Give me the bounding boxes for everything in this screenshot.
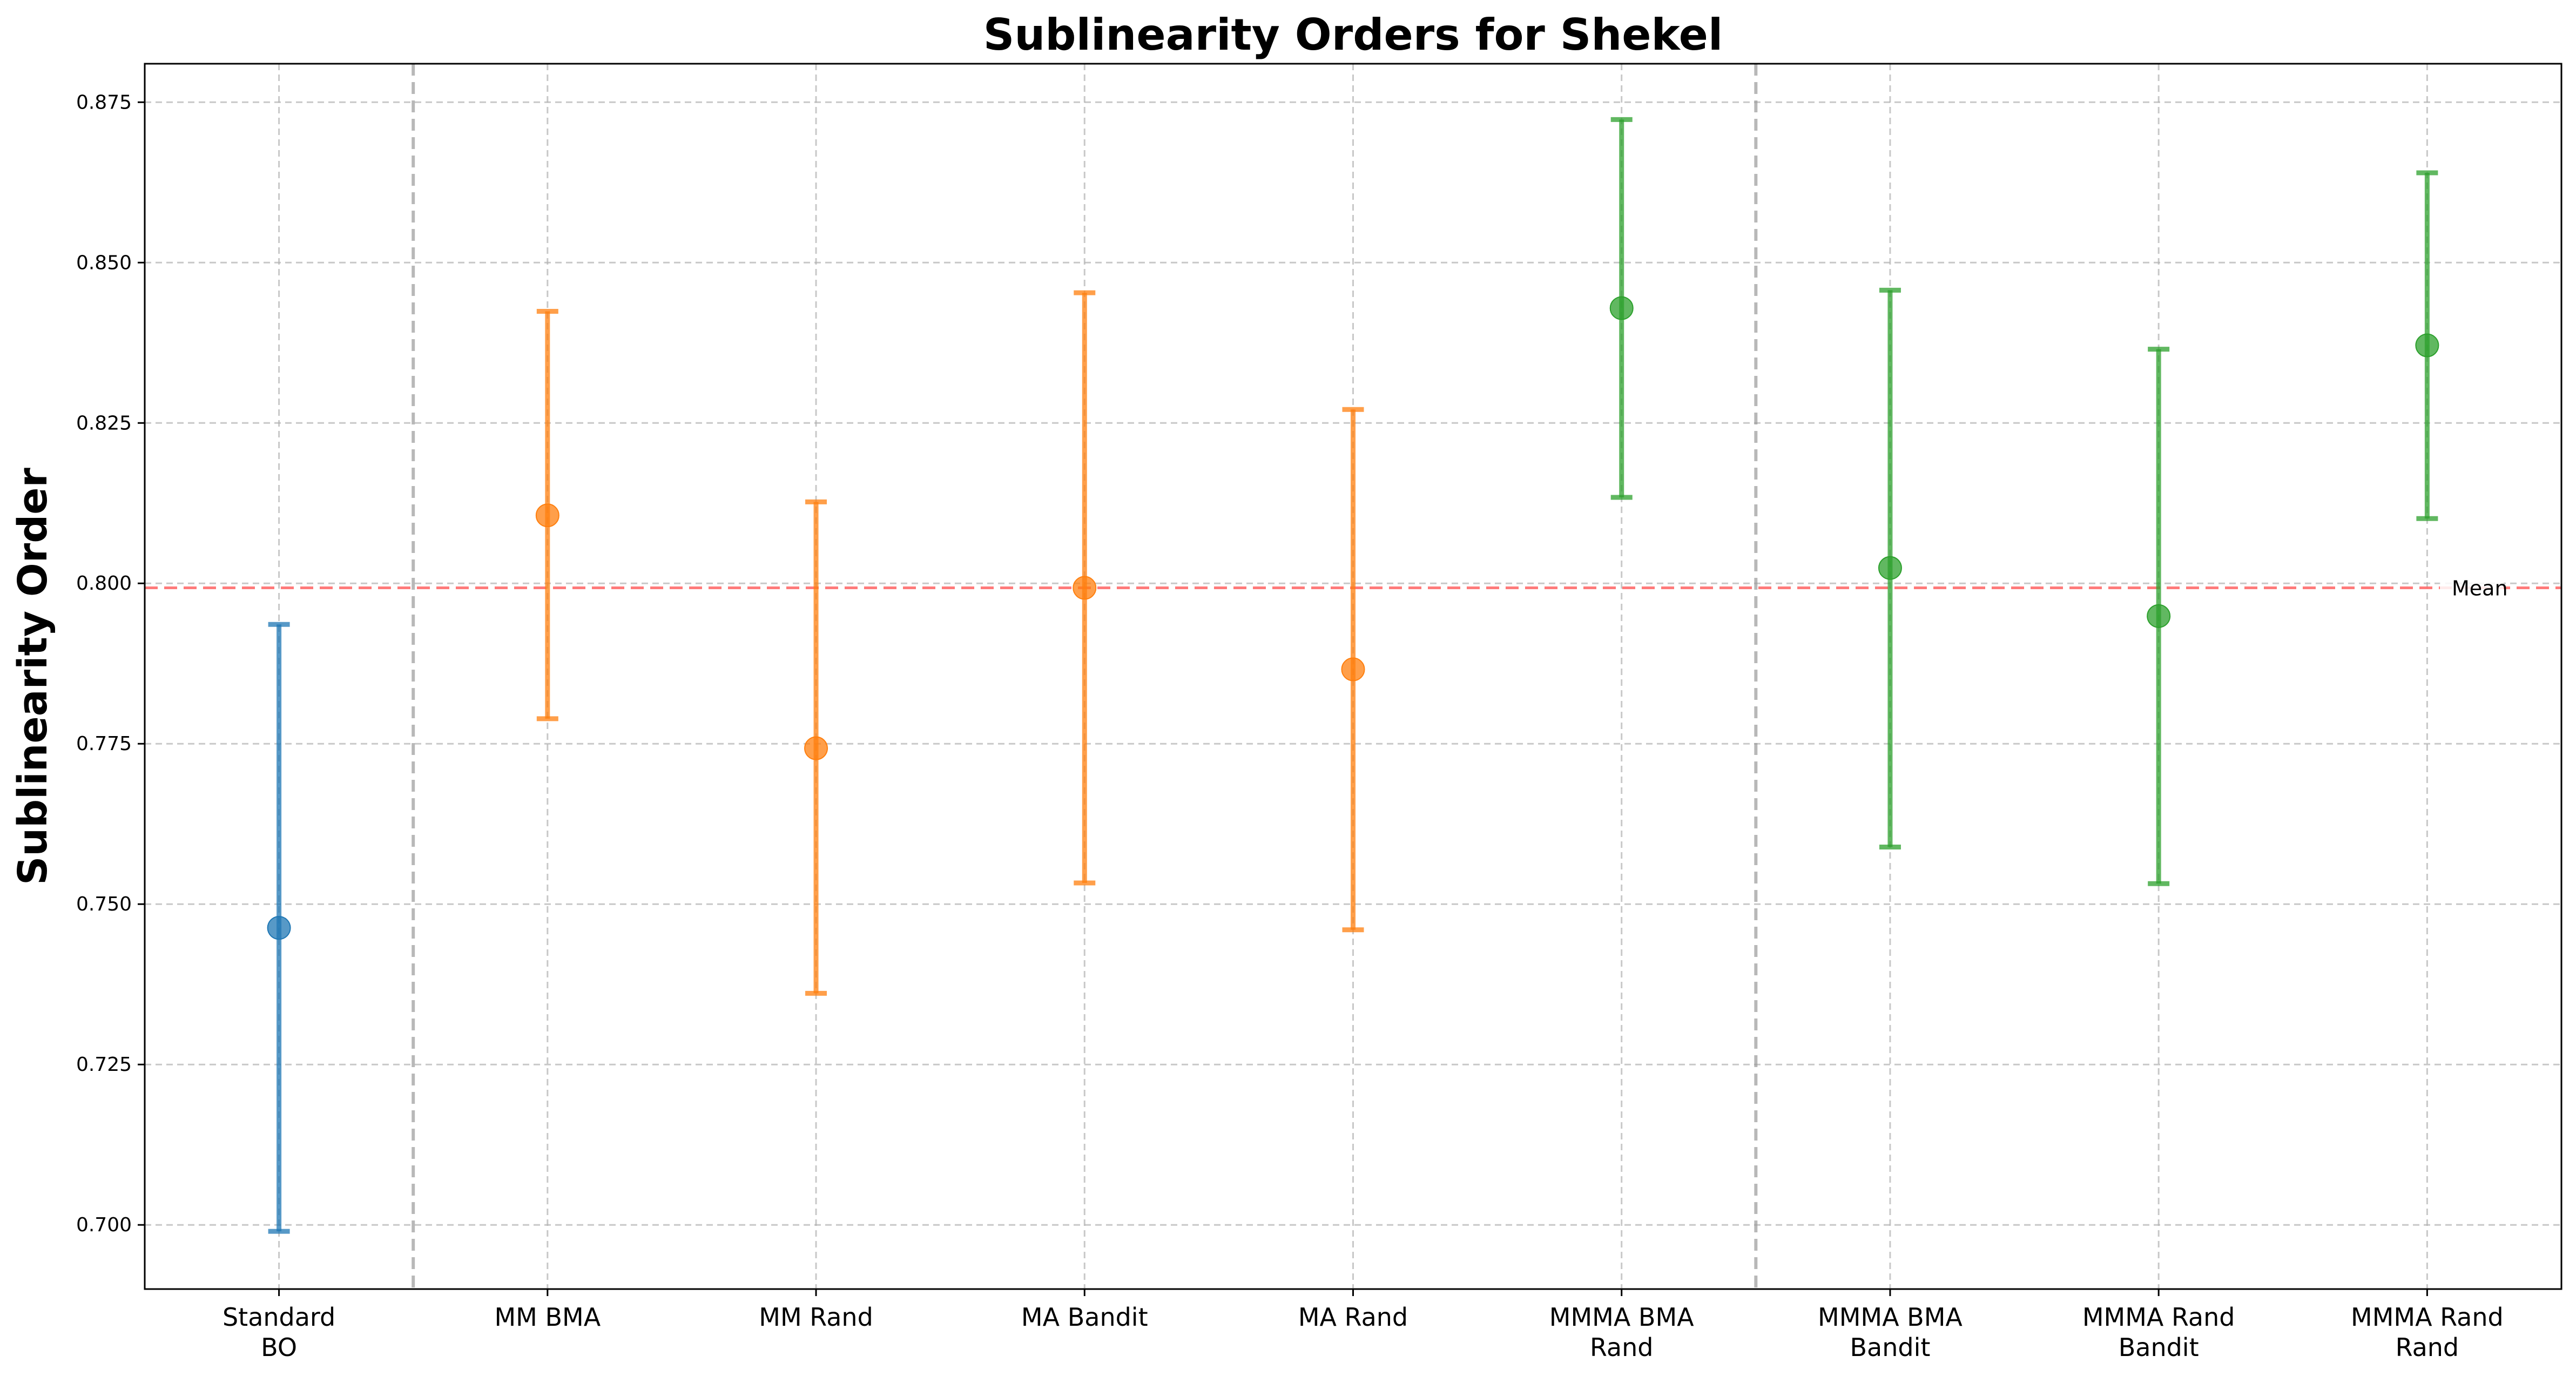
x-tick-label: MMMA Rand bbox=[2082, 1303, 2235, 1332]
x-tick-label: Rand bbox=[2396, 1333, 2459, 1362]
data-point bbox=[2415, 333, 2439, 358]
x-tick-label: MA Bandit bbox=[1021, 1303, 1148, 1332]
x-tick-label: Bandit bbox=[1850, 1333, 1930, 1362]
x-tick-label: MA Rand bbox=[1298, 1303, 1408, 1332]
data-layer bbox=[267, 117, 2439, 1234]
x-tick-label: MMMA Rand bbox=[2351, 1303, 2504, 1332]
separator-layer bbox=[412, 64, 1758, 1289]
x-tick-label: MM Rand bbox=[759, 1303, 873, 1332]
x-tick-label: Standard bbox=[222, 1303, 335, 1332]
data-point bbox=[1341, 657, 1365, 682]
x-tick-label: Rand bbox=[1590, 1333, 1654, 1362]
data-point bbox=[1609, 296, 1634, 320]
chart-title: Sublinearity Orders for Shekel bbox=[983, 10, 1723, 60]
y-tick-label: 0.825 bbox=[76, 412, 132, 434]
y-axis-label: Sublinearity Order bbox=[10, 468, 56, 885]
x-tick-label: BO bbox=[261, 1333, 297, 1362]
data-point bbox=[1073, 576, 1097, 600]
mean-label: Mean bbox=[2452, 577, 2508, 601]
y-tick-label: 0.775 bbox=[76, 733, 132, 755]
x-tick-label: MMMA BMA bbox=[1818, 1303, 1963, 1332]
y-tick-label: 0.800 bbox=[76, 572, 132, 595]
y-tick-label: 0.850 bbox=[76, 252, 132, 274]
x-tick-label: MMMA BMA bbox=[1549, 1303, 1694, 1332]
data-point bbox=[267, 916, 291, 940]
y-tick-label: 0.875 bbox=[76, 91, 132, 113]
y-tick-label: 0.700 bbox=[76, 1214, 132, 1236]
mean-label-background bbox=[2440, 574, 2504, 602]
data-point bbox=[804, 736, 828, 760]
x-tick-label: MM BMA bbox=[494, 1303, 601, 1332]
axis-layer: 0.700 0.725 0.750 0.775 0.800 0.825 0.850 0.875… bbox=[76, 91, 2504, 1362]
data-point bbox=[2147, 604, 2171, 628]
data-point bbox=[1878, 556, 1902, 580]
y-tick-label: 0.725 bbox=[76, 1054, 132, 1076]
y-tick-label: 0.750 bbox=[76, 893, 132, 915]
data-point bbox=[535, 503, 559, 528]
x-tick-label: Bandit bbox=[2119, 1333, 2199, 1362]
